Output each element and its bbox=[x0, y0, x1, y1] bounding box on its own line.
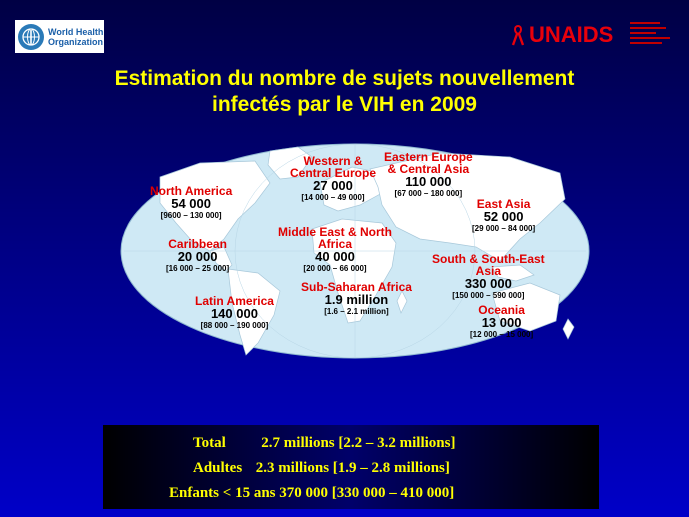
region-north-america: North America 54 000 [9600 – 130 000] bbox=[150, 185, 232, 221]
region-name: Western & bbox=[303, 154, 363, 168]
region-name: Caribbean bbox=[168, 237, 227, 251]
title-line2: infectés par le VIH en 2009 bbox=[212, 93, 477, 116]
total-row: Total 2.7 millions [2.2 – 3.2 millions] bbox=[193, 435, 455, 452]
region-name: Sub-Saharan Africa bbox=[301, 280, 412, 294]
red-ribbon-icon bbox=[511, 24, 525, 46]
adults-row: Adultes 2.3 millions [1.9 – 2.8 millions… bbox=[193, 460, 450, 477]
adults-value: 2.3 millions [1.9 – 2.8 millions] bbox=[255, 460, 450, 476]
region-value: 52 000 bbox=[483, 209, 524, 224]
region-range: [29 000 – 84 000] bbox=[472, 224, 536, 233]
map-graticule bbox=[124, 143, 586, 359]
region-eastern-europe-central-asia: Eastern Europe & Central Asia 110 000 [6… bbox=[384, 151, 473, 199]
title-line1: Estimation du nombre de sujets nouvellem… bbox=[114, 67, 575, 90]
region-name: & Central Asia bbox=[387, 162, 470, 176]
who-logo-text: World Health Organization bbox=[48, 27, 103, 47]
map-land bbox=[159, 146, 575, 356]
region-latin-america: Latin America 140 000 [88 000 – 190 000] bbox=[195, 295, 274, 331]
region-value: 54 000 bbox=[171, 196, 211, 211]
who-logo: World Health Organization bbox=[15, 20, 104, 53]
children-row: Enfants < 15 ans 370 000 [330 000 – 410 … bbox=[169, 485, 454, 502]
region-range: [150 000 – 590 000] bbox=[452, 291, 525, 300]
total-label: Total bbox=[193, 435, 226, 451]
region-value: 40 000 bbox=[315, 249, 355, 264]
region-name: South & South-East bbox=[432, 252, 545, 266]
region-range: [16 000 – 25 000] bbox=[166, 264, 230, 273]
region-value: 140 000 bbox=[210, 306, 258, 321]
region-name: North America bbox=[150, 184, 233, 198]
region-value: 330 000 bbox=[464, 276, 512, 291]
region-range: [9600 – 130 000] bbox=[160, 211, 222, 220]
adults-label: Adultes bbox=[193, 460, 243, 476]
region-value: 13 000 bbox=[481, 315, 522, 330]
unaids-logo: UNAIDS bbox=[511, 18, 681, 52]
region-name: Oceania bbox=[478, 303, 525, 317]
region-value: 1.9 million bbox=[324, 292, 389, 307]
region-name: Africa bbox=[318, 237, 353, 251]
children-label: Enfants < 15 ans bbox=[169, 485, 276, 501]
region-range: [1.6 – 2.1 million] bbox=[324, 307, 389, 316]
region-value: 110 000 bbox=[405, 174, 452, 189]
region-range: [20 000 – 66 000] bbox=[303, 264, 367, 273]
region-middle-east-north-africa: Middle East & North Africa 40 000 [20 00… bbox=[278, 226, 392, 274]
region-oceania: Oceania 13 000 [12 000 – 15 000] bbox=[470, 304, 533, 340]
region-range: [12 000 – 15 000] bbox=[470, 330, 534, 339]
region-western-central-europe: Western & Central Europe 27 000 [14 000 … bbox=[290, 155, 376, 203]
who-emblem-icon bbox=[18, 23, 44, 50]
total-value: 2.7 millions [2.2 – 3.2 millions] bbox=[261, 435, 456, 451]
region-name: Latin America bbox=[195, 294, 274, 308]
region-east-asia: East Asia 52 000 [29 000 – 84 000] bbox=[472, 198, 535, 234]
region-value: 27 000 bbox=[313, 178, 353, 193]
region-name: Central Europe bbox=[290, 166, 377, 180]
region-name: East Asia bbox=[476, 197, 531, 211]
region-name: Asia bbox=[475, 264, 502, 278]
world-map bbox=[120, 143, 590, 359]
unaids-cosponsors bbox=[630, 22, 674, 50]
region-range: [88 000 – 190 000] bbox=[200, 321, 269, 330]
totals-box: Total 2.7 millions [2.2 – 3.2 millions] … bbox=[103, 425, 599, 509]
region-name: Middle East & North bbox=[278, 225, 393, 239]
region-range: [67 000 – 180 000] bbox=[394, 189, 463, 198]
region-value: 20 000 bbox=[177, 249, 218, 264]
who-line2: Organization bbox=[48, 36, 104, 47]
region-sub-saharan-africa: Sub-Saharan Africa 1.9 million [1.6 – 2.… bbox=[301, 281, 412, 317]
unaids-text: UNAIDS bbox=[529, 22, 614, 47]
who-line1: World Health bbox=[48, 26, 104, 37]
region-caribbean: Caribbean 20 000 [16 000 – 25 000] bbox=[166, 238, 229, 274]
region-name: Eastern Europe bbox=[384, 150, 473, 164]
page-title: Estimation du nombre de sujets nouvellem… bbox=[0, 66, 689, 118]
children-value: 370 000 [330 000 – 410 000] bbox=[279, 485, 455, 501]
region-range: [14 000 – 49 000] bbox=[301, 193, 365, 202]
region-south-southeast-asia: South & South-East Asia 330 000 [150 000… bbox=[432, 253, 545, 301]
